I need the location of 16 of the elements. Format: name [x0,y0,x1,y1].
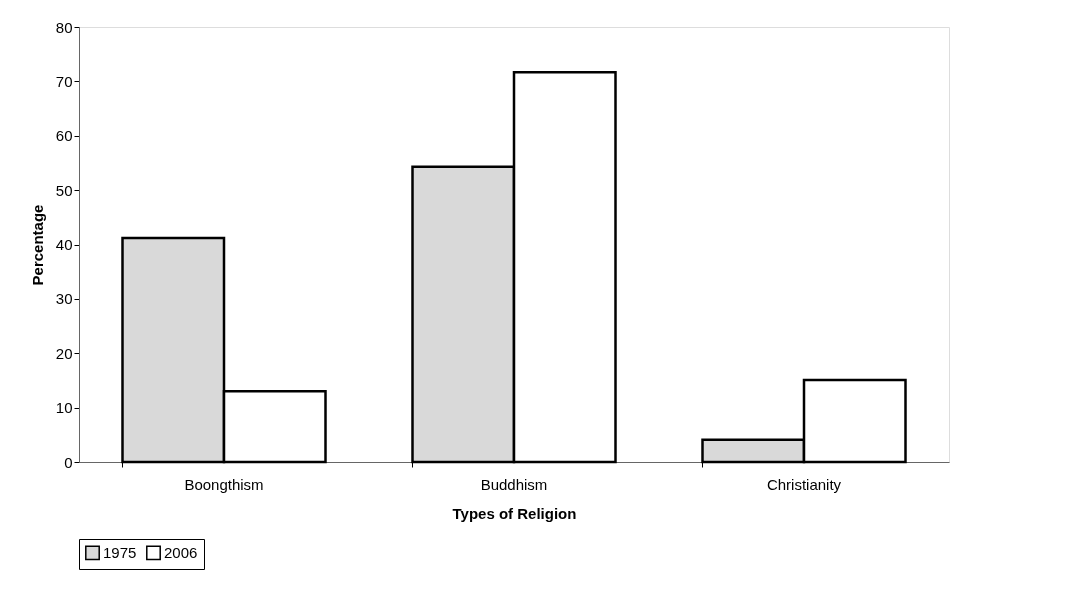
y-tick-label: 80 [55,18,73,36]
y-tick-label: 70 [55,72,73,90]
y-tick-label: 30 [55,290,73,308]
x-axis-title: Types of Religion [452,504,577,522]
y-tick-label: 10 [55,399,73,417]
y-tick-label: 60 [55,127,73,145]
y-axis-title: Percentage [28,204,46,286]
legend-label: 2006 [164,543,198,561]
y-tick-label: 0 [64,453,73,471]
y-tick-label: 40 [55,236,73,253]
x-tick-label: Boongthism [184,475,264,493]
legend-label: 1975 [103,543,137,561]
x-tick-label: Buddhism [480,475,548,493]
y-tick-label: 20 [55,344,73,362]
x-tick-label: Christianity [766,475,842,493]
y-tick-label: 50 [55,181,73,199]
